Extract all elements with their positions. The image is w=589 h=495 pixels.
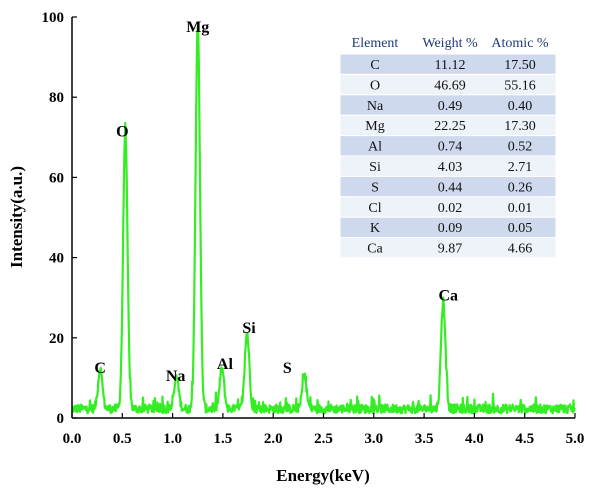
table-cell: 17.30 <box>504 119 536 134</box>
y-axis-title: Intensity(a.u.) <box>7 166 26 268</box>
table-cell: 4.66 <box>508 242 533 257</box>
table-cell: 0.52 <box>508 140 533 155</box>
peak-label-c: C <box>94 360 106 377</box>
table-cell: Cl <box>368 201 381 216</box>
table-cell: 11.12 <box>435 58 466 73</box>
table-cell: Na <box>367 99 384 114</box>
table-header-cell: Atomic % <box>491 36 548 51</box>
peak-label-mg: Mg <box>186 19 209 36</box>
x-tick-label: 3.0 <box>364 431 383 447</box>
table-row <box>339 237 557 259</box>
table-cell: 17.50 <box>504 58 536 73</box>
y-tick-label: 80 <box>49 90 64 106</box>
x-tick-label: 1.5 <box>214 431 233 447</box>
table-cell: K <box>370 221 380 236</box>
spectrum-line <box>71 25 576 415</box>
table-cell: 2.71 <box>508 160 533 175</box>
table-cell: Mg <box>365 119 384 134</box>
table-cell: 0.26 <box>508 180 533 195</box>
x-tick-label: 2.5 <box>314 431 333 447</box>
y-tick-label: 40 <box>49 251 64 267</box>
peak-label-si: Si <box>242 320 256 337</box>
peak-label-o: O <box>116 123 128 140</box>
x-tick-label: 3.5 <box>415 431 434 447</box>
table-cell: O <box>370 78 380 93</box>
table-cell: Al <box>368 140 382 155</box>
table-cell: 0.44 <box>438 180 463 195</box>
table-header-cell: Weight % <box>422 36 478 51</box>
table-cell: 22.25 <box>434 119 466 134</box>
table-cell: 0.01 <box>508 201 533 216</box>
table-cell: 46.69 <box>434 78 466 93</box>
table-cell: 0.40 <box>508 99 533 114</box>
peak-label-na: Na <box>166 368 186 385</box>
table-cell: 0.02 <box>438 201 463 216</box>
peak-label-s: S <box>283 360 292 377</box>
y-tick-label: 0 <box>57 411 65 427</box>
table-cell: 9.87 <box>438 242 463 257</box>
y-tick-label: 100 <box>42 10 65 26</box>
peak-label-al: Al <box>217 356 234 373</box>
table-cell: 0.09 <box>438 221 463 236</box>
x-tick-label: 1.0 <box>163 431 182 447</box>
x-tick-label: 4.5 <box>515 431 534 447</box>
peak-label-ca: Ca <box>438 288 458 305</box>
table-cell: Si <box>369 160 381 175</box>
table-cell: C <box>370 58 379 73</box>
x-axis-title: Energy(keV) <box>276 466 369 485</box>
x-tick-label: 4.0 <box>465 431 484 447</box>
x-tick-label: 5.0 <box>566 431 585 447</box>
x-tick-label: 2.0 <box>264 431 283 447</box>
y-tick-label: 20 <box>49 331 64 347</box>
table-cell: 0.74 <box>438 140 463 155</box>
table-cell: 4.03 <box>438 160 463 175</box>
table-cell: 0.05 <box>508 221 533 236</box>
table-cell: 55.16 <box>504 78 536 93</box>
x-tick-label: 0.0 <box>63 431 82 447</box>
x-tick-label: 0.5 <box>113 431 132 447</box>
table-cell: S <box>371 180 379 195</box>
table-header-cell: Element <box>352 36 399 51</box>
table-cell: Ca <box>367 242 383 257</box>
y-tick-label: 60 <box>49 170 64 186</box>
table-cell: 0.49 <box>438 99 463 114</box>
